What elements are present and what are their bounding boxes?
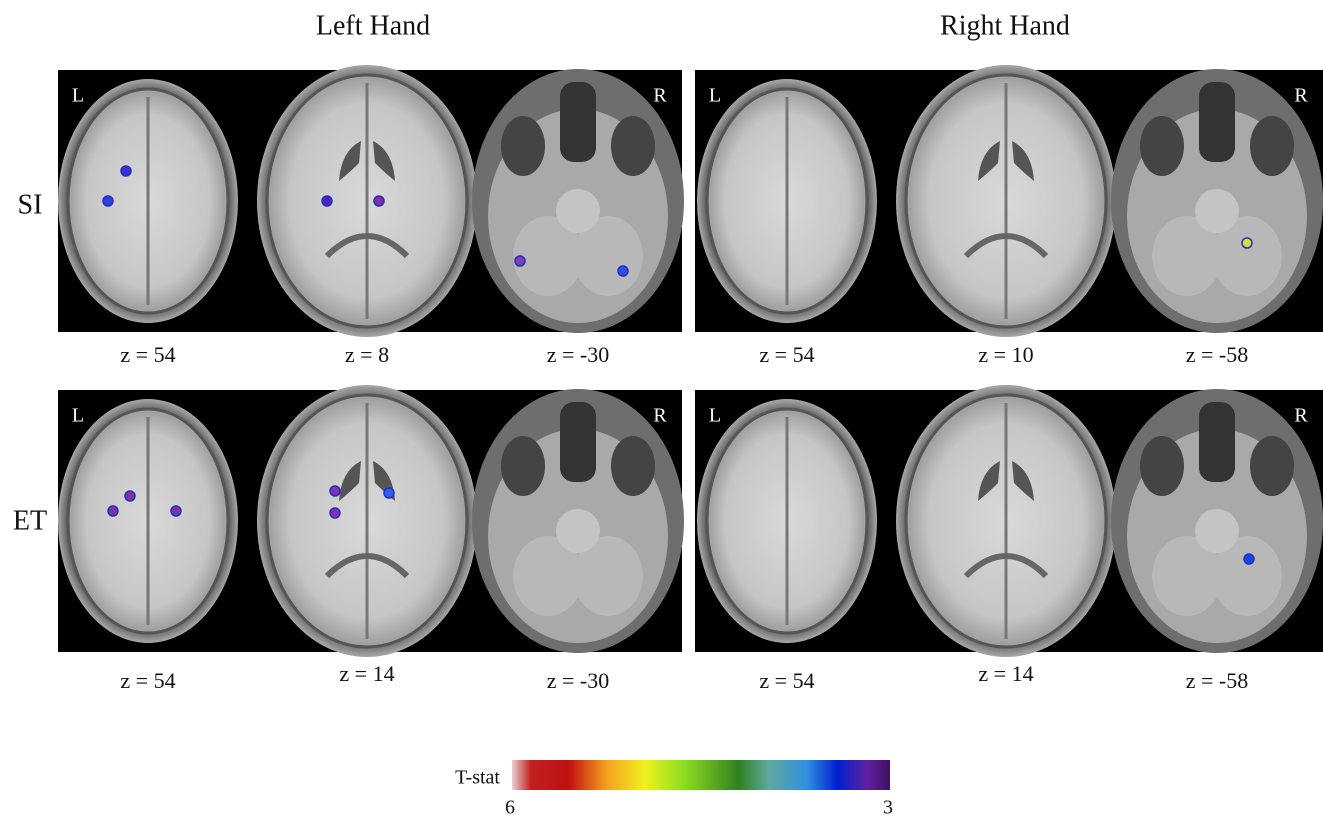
activation — [384, 488, 394, 498]
activation — [330, 486, 340, 496]
side-label: L — [709, 405, 721, 427]
activation — [330, 508, 340, 518]
z-label: z = 14 — [339, 661, 394, 686]
z-label: z = 54 — [120, 668, 175, 693]
row-label: ET — [13, 505, 47, 536]
activation — [618, 266, 628, 276]
eye — [1250, 116, 1294, 176]
sinus — [560, 402, 596, 482]
z-label: z = -58 — [1186, 668, 1249, 693]
z-label: z = 54 — [759, 668, 814, 693]
side-label: R — [1294, 405, 1308, 427]
activation — [125, 491, 135, 501]
eye — [501, 436, 545, 496]
column-title: Left Hand — [316, 10, 430, 41]
side-label: L — [72, 85, 84, 107]
activation — [374, 196, 384, 206]
sinus — [1199, 82, 1235, 162]
activation — [108, 506, 118, 516]
z-label: z = -30 — [547, 342, 610, 367]
activation — [103, 196, 113, 206]
eye — [1250, 436, 1294, 496]
brainstem — [556, 509, 600, 553]
activation — [1244, 554, 1254, 564]
eye — [611, 436, 655, 496]
figure: Left Hand Right Hand SI ET z = 54z = 8z … — [0, 0, 1323, 820]
brainstem — [1195, 189, 1239, 233]
activation — [1242, 238, 1252, 248]
side-label: R — [653, 405, 667, 427]
row-label: SI — [18, 189, 43, 220]
brainstem — [1195, 509, 1239, 553]
activation — [322, 196, 332, 206]
sinus — [560, 82, 596, 162]
eye — [1140, 436, 1184, 496]
side-label: R — [1294, 85, 1308, 107]
activation — [171, 506, 181, 516]
colorbar-label: T-stat — [455, 767, 500, 789]
z-label: z = 14 — [978, 661, 1033, 686]
brainstem — [556, 189, 600, 233]
z-label: z = 54 — [759, 342, 814, 367]
colorbar — [512, 760, 890, 790]
panels: z = 54 z = 8 z = -30 L Rz = 54 z = 10 z = -58 L… — [58, 65, 1323, 693]
eye — [611, 116, 655, 176]
activation — [121, 166, 131, 176]
activation — [515, 256, 525, 266]
z-label: z = 10 — [978, 342, 1033, 367]
sinus — [1199, 402, 1235, 482]
colorbar-max: 3 — [883, 797, 893, 819]
eye — [1140, 116, 1184, 176]
z-label: z = -58 — [1186, 342, 1249, 367]
side-label: L — [72, 405, 84, 427]
eye — [501, 116, 545, 176]
side-label: R — [653, 85, 667, 107]
side-label: L — [709, 85, 721, 107]
z-label: z = 8 — [345, 342, 389, 367]
column-title: Right Hand — [940, 10, 1070, 41]
z-label: z = -30 — [547, 668, 610, 693]
z-label: z = 54 — [120, 342, 175, 367]
colorbar-min: 6 — [505, 797, 515, 819]
